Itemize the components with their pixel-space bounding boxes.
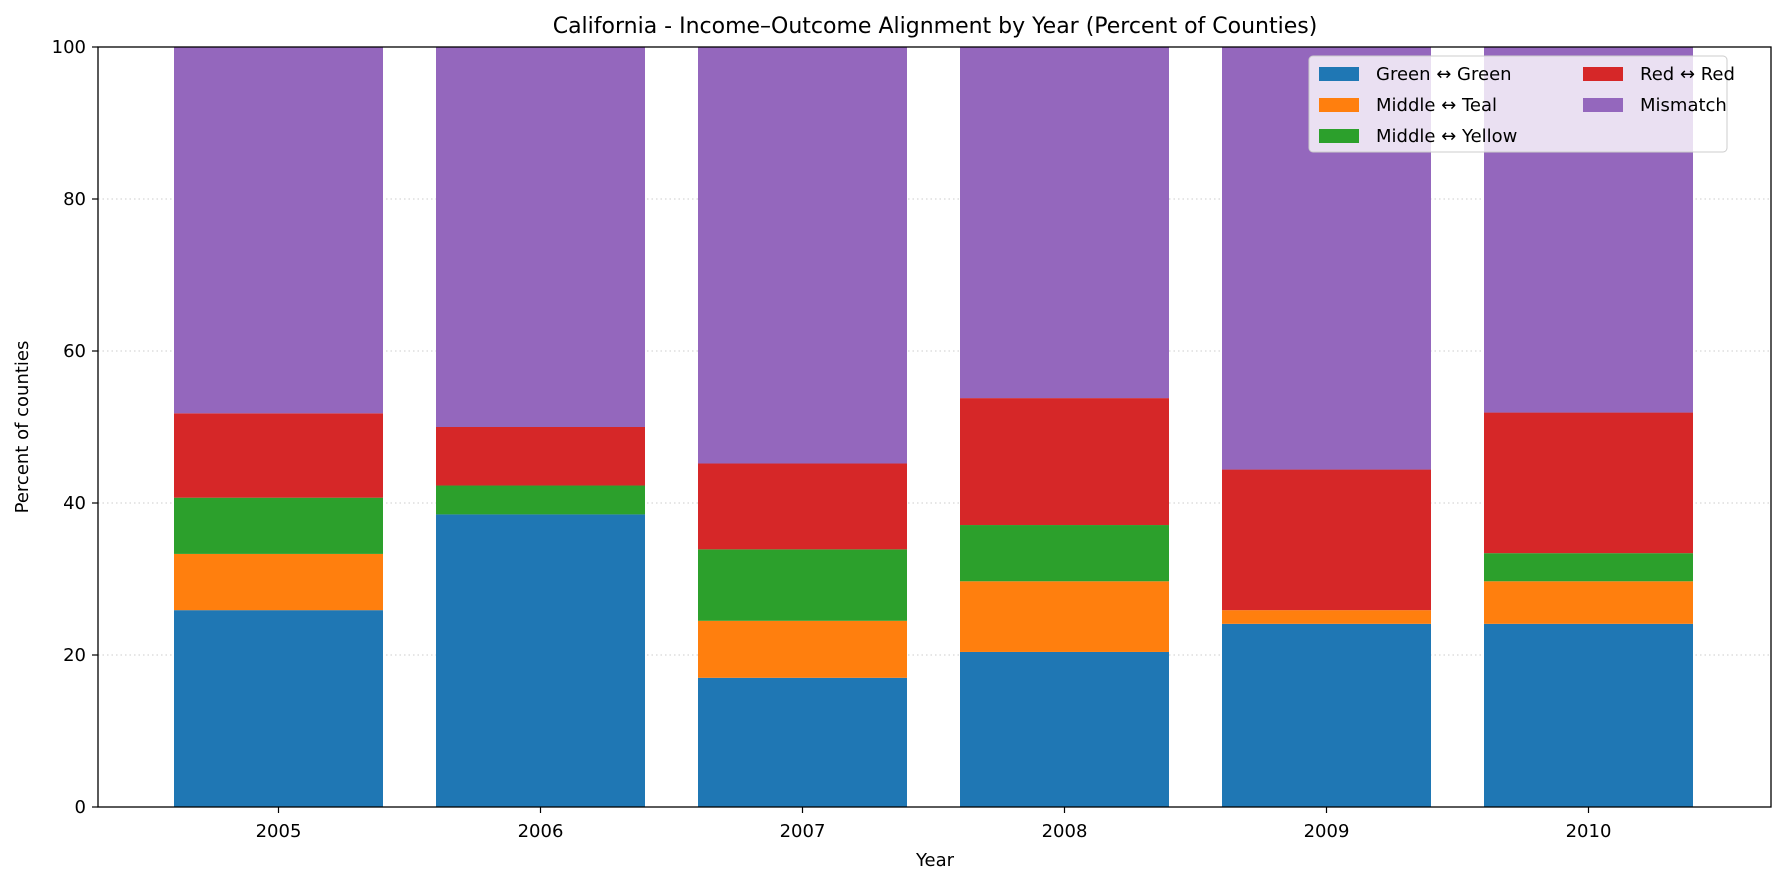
bar-segment — [698, 677, 907, 807]
x-tick-label: 2008 — [1042, 821, 1088, 842]
x-tick-label: 2009 — [1304, 821, 1350, 842]
y-tick-label: 0 — [75, 797, 86, 818]
legend-label: Mismatch — [1640, 95, 1727, 116]
bar-segment — [436, 47, 645, 427]
bar-segment — [436, 485, 645, 515]
bar-segment — [960, 47, 1169, 399]
legend-swatch — [1319, 129, 1359, 143]
y-tick-label: 40 — [63, 493, 86, 514]
y-axis-label: Percent of counties — [12, 341, 33, 514]
x-tick-label: 2005 — [256, 821, 302, 842]
legend-swatch — [1319, 98, 1359, 112]
bar-segment — [174, 497, 383, 554]
legend-label: Middle ↔ Teal — [1376, 95, 1497, 116]
bar-segment — [1484, 623, 1693, 807]
x-axis: 2005 2006 2007 2008 2009 2010 — [256, 807, 1612, 842]
legend: Green ↔ Green Middle ↔ Teal Middle ↔ Yello… — [1308, 55, 1735, 153]
x-tick-label: 2007 — [780, 821, 826, 842]
bar-segment — [698, 620, 907, 678]
chart-title: California - Income–Outcome Alignment by… — [553, 14, 1318, 39]
bar-segment — [1222, 610, 1431, 624]
bar-segment — [1222, 623, 1431, 807]
bar-segment — [698, 463, 907, 550]
x-tick-label: 2006 — [518, 821, 564, 842]
legend-label: Green ↔ Green — [1376, 64, 1512, 85]
bar-segment — [960, 581, 1169, 652]
bar-segment — [174, 553, 383, 611]
bar-segment — [698, 549, 907, 621]
bar-segment — [698, 47, 907, 464]
y-tick-label: 100 — [52, 37, 86, 58]
bar-segment — [960, 651, 1169, 807]
legend-swatch — [1319, 67, 1359, 81]
legend-label: Middle ↔ Yellow — [1376, 126, 1517, 147]
y-tick-label: 20 — [63, 645, 86, 666]
bar-segment — [174, 413, 383, 498]
bar-segment — [436, 514, 645, 807]
plot-frame — [97, 46, 1772, 808]
legend-swatch — [1583, 98, 1623, 112]
x-axis-label: Year — [915, 850, 955, 871]
bar-segment — [174, 610, 383, 807]
bar-segment — [1484, 553, 1693, 582]
y-axis: 0 20 40 60 80 100 — [52, 37, 98, 818]
legend-swatch — [1583, 67, 1623, 81]
legend-label: Red ↔ Red — [1640, 64, 1735, 85]
bar-segment — [960, 398, 1169, 526]
y-tick-label: 80 — [63, 189, 86, 210]
bar-segment — [1222, 469, 1431, 611]
bar-segment — [1484, 581, 1693, 624]
y-tick-label: 60 — [63, 341, 86, 362]
bar-segment — [174, 47, 383, 414]
x-tick-label: 2010 — [1566, 821, 1612, 842]
bar-segment — [960, 525, 1169, 582]
bars — [174, 47, 1693, 807]
bar-segment — [436, 427, 645, 486]
bar-segment — [1484, 412, 1693, 554]
